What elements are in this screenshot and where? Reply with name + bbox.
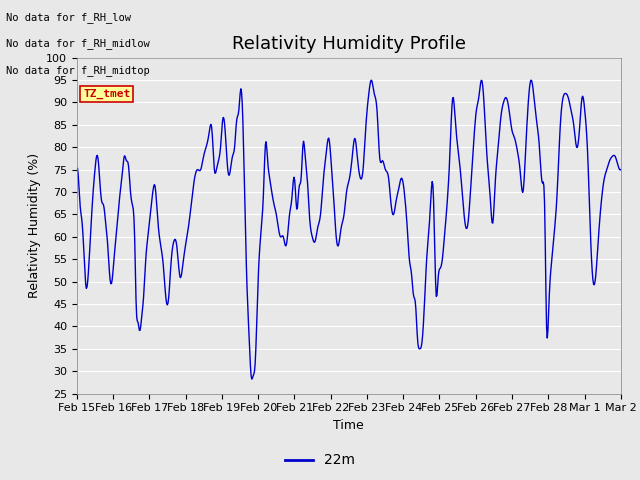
Title: Relativity Humidity Profile: Relativity Humidity Profile (232, 35, 466, 53)
Text: No data for f_RH_low: No data for f_RH_low (6, 12, 131, 23)
Text: No data for f_RH_midlow: No data for f_RH_midlow (6, 38, 150, 49)
Y-axis label: Relativity Humidity (%): Relativity Humidity (%) (28, 153, 40, 298)
Text: No data for f_RH_midtop: No data for f_RH_midtop (6, 65, 150, 76)
Legend: 22m: 22m (280, 448, 360, 473)
Text: TZ_tmet: TZ_tmet (83, 89, 131, 99)
X-axis label: Time: Time (333, 419, 364, 432)
